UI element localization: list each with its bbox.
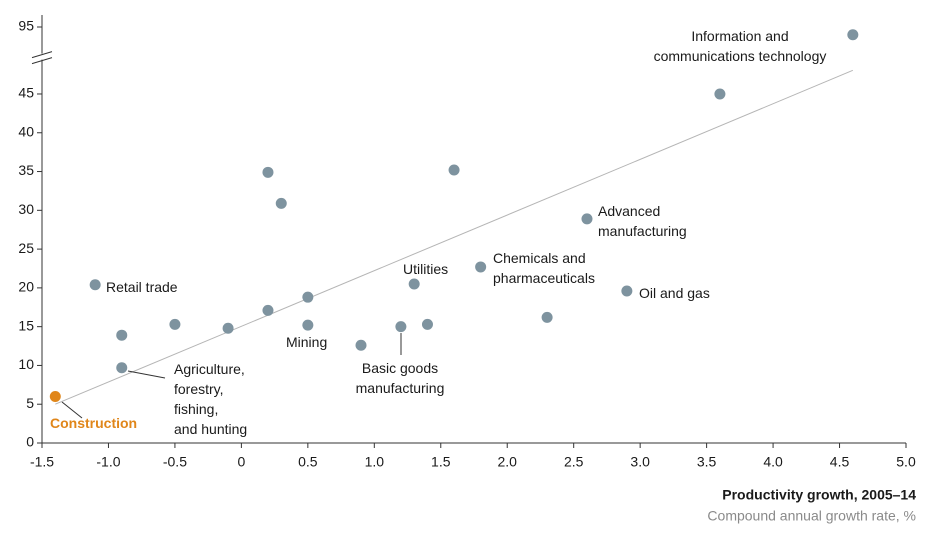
leader-line [127,370,166,379]
point [89,279,101,291]
point [49,390,61,402]
point [421,318,433,330]
y-tick-label: 15 [18,317,34,333]
point-label: Chemicals and pharmaceuticals [493,250,595,286]
point [116,329,128,341]
x-tick-label: 0.5 [298,454,318,470]
y-tick-label: 95 [18,18,34,34]
y-tick-label: 35 [18,162,34,178]
x-tick-label: 1.0 [365,454,385,470]
axis-break [31,57,53,65]
point [621,285,633,297]
leader-line [61,401,83,419]
x-axis-subtitle: Compound annual growth rate, % [707,508,916,524]
point [847,29,859,41]
x-axis-title: Productivity growth, 2005–14 [722,487,916,503]
point [714,88,726,100]
point-label: Information and communications technology [654,28,827,64]
point [475,261,487,273]
x-tick-label: 5.0 [896,454,916,470]
x-tick-label: 4.0 [763,454,783,470]
y-tick-label: 25 [18,240,34,256]
x-tick-label: 3.5 [697,454,717,470]
point-label: Basic goods manufacturing [356,360,445,396]
x-tick-label: -1.5 [30,454,54,470]
point [395,321,407,333]
y-tick-label: 30 [18,201,34,217]
y-tick-label: 40 [18,123,34,139]
point-label: Advanced manufacturing [598,203,687,239]
point-label: Oil and gas [639,285,710,301]
y-tick-label: 5 [26,395,34,411]
point [302,291,314,303]
point-label: Agriculture, forestry, fishing, and hunting [174,361,247,437]
point-label: Retail trade [106,279,178,295]
point [541,311,553,323]
point-label: Construction [50,415,137,431]
axis-break [31,51,53,59]
point [302,319,314,331]
axis-break-gap [39,53,45,60]
point [222,322,234,334]
point-label: Mining [286,334,327,350]
y-tick-label: 20 [18,279,34,295]
x-tick-label: 1.5 [431,454,451,470]
point [448,164,460,176]
point [275,197,287,209]
y-tick-label: 10 [18,356,34,372]
y-tick-label: 45 [18,85,34,101]
point [262,304,274,316]
x-tick-label: 3.0 [630,454,650,470]
x-tick-label: 4.5 [830,454,850,470]
point [116,362,128,374]
x-tick-label: 2.5 [564,454,584,470]
trend-line [55,69,854,405]
point [355,339,367,351]
x-tick-label: -1.0 [96,454,120,470]
point-label: Utilities [403,261,448,277]
point [581,213,593,225]
point [408,278,420,290]
x-tick-label: 0 [237,454,245,470]
point [169,318,181,330]
y-tick-label: 0 [26,434,34,450]
point [262,166,274,178]
x-tick-label: 2.0 [497,454,517,470]
x-tick-label: -0.5 [163,454,187,470]
